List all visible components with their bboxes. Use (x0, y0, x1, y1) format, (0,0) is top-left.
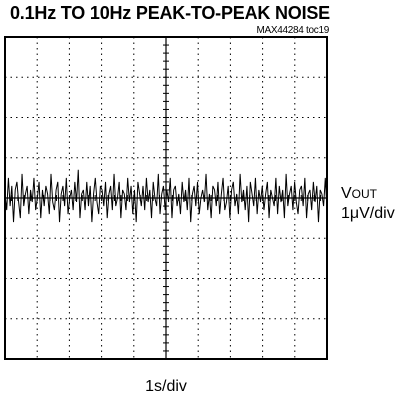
plot-frame (4, 36, 328, 360)
x-axis-label: 1s/div (145, 378, 187, 395)
y-scale: 1μV/div (341, 205, 395, 222)
y-axis-label: VOUT 1μV/div (341, 184, 395, 223)
noise-trace (4, 169, 328, 223)
chart-title: 0.1Hz TO 10Hz PEAK-TO-PEAK NOISE (9, 3, 330, 23)
y-signal: VOUT (341, 185, 378, 202)
noise-trace-line (4, 169, 328, 223)
figure-reference: MAX44284 toc19 (256, 25, 329, 36)
